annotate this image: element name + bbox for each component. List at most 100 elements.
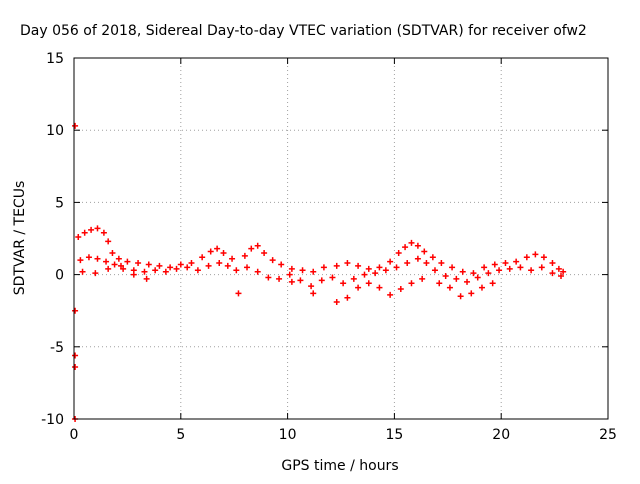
data-point [75, 234, 82, 241]
x-axis-label: GPS time / hours [281, 458, 398, 474]
data-point [382, 267, 389, 274]
data-point [105, 265, 112, 272]
data-point [152, 267, 159, 274]
data-point [244, 264, 251, 271]
y-tick-label-1: -5 [50, 340, 64, 356]
x-tick-label-5: 25 [599, 427, 617, 443]
series-middle-track [77, 254, 565, 290]
data-point [540, 254, 547, 261]
data-point [124, 258, 131, 265]
data-point [376, 264, 383, 271]
data-point [414, 255, 421, 262]
y-tick-label-0: -10 [41, 412, 64, 428]
data-point [297, 277, 304, 284]
data-point [117, 262, 124, 269]
y-axis-label: SDTVAR / TECUs [12, 181, 28, 296]
data-point [423, 260, 430, 267]
data-point [442, 273, 449, 280]
data-point [470, 270, 477, 277]
data-point [555, 265, 562, 272]
data-point [224, 262, 231, 269]
y-tick-label-4: 10 [46, 123, 64, 139]
data-point [233, 267, 240, 274]
data-point [468, 290, 475, 297]
data-point [395, 249, 402, 256]
data-point [449, 264, 456, 271]
data-point [387, 291, 394, 298]
data-point [184, 264, 191, 271]
data-point [393, 264, 400, 271]
data-point [474, 274, 481, 281]
data-point [72, 122, 79, 129]
data-point [344, 294, 351, 301]
data-point [414, 242, 421, 249]
data-point [320, 264, 327, 271]
data-point [145, 261, 152, 268]
data-point [162, 268, 169, 275]
data-point [538, 264, 545, 271]
data-point [489, 280, 496, 287]
data-layer [72, 122, 567, 422]
data-point [156, 262, 163, 269]
data-point [130, 271, 137, 278]
data-point [528, 267, 535, 274]
x-tick-label-1: 5 [176, 427, 185, 443]
data-point [481, 264, 488, 271]
data-point [365, 265, 372, 272]
data-point [457, 293, 464, 300]
data-point [100, 229, 107, 236]
data-point [308, 283, 315, 290]
data-point [269, 257, 276, 264]
data-point [105, 238, 112, 245]
data-point [94, 225, 101, 232]
data-point [241, 252, 248, 259]
data-point [276, 275, 283, 282]
data-point [194, 267, 201, 274]
y-tick-label-2: 0 [55, 268, 64, 284]
series-upper-track [75, 225, 567, 277]
data-point [502, 260, 509, 267]
x-tick-label-0: 0 [70, 427, 79, 443]
data-point [376, 284, 383, 291]
data-point [216, 260, 223, 267]
x-tick-label-2: 10 [279, 427, 297, 443]
data-point [188, 260, 195, 267]
series-edge-points [72, 122, 79, 422]
data-point [286, 271, 293, 278]
data-point [446, 284, 453, 291]
data-point [220, 249, 227, 256]
data-point [229, 255, 236, 262]
plot-frame [73, 57, 609, 420]
data-point [506, 265, 513, 272]
data-point [135, 260, 142, 267]
data-point [485, 270, 492, 277]
data-point [81, 229, 88, 236]
data-point [478, 284, 485, 291]
data-point [254, 268, 261, 275]
data-point [72, 352, 79, 359]
data-point [372, 270, 379, 277]
data-point [549, 270, 556, 277]
data-point [299, 267, 306, 274]
data-point [333, 262, 340, 269]
data-point [496, 267, 503, 274]
data-point [288, 278, 295, 285]
data-point [558, 273, 565, 280]
data-point [310, 290, 317, 297]
data-point [94, 255, 101, 262]
data-point [404, 260, 411, 267]
data-point [491, 261, 498, 268]
data-point [408, 280, 415, 287]
data-point [397, 286, 404, 293]
data-point [77, 257, 84, 264]
data-point [92, 270, 99, 277]
data-point [88, 226, 95, 233]
data-point [141, 268, 148, 275]
data-point [350, 275, 357, 282]
grid-layer [74, 58, 608, 419]
data-point [355, 262, 362, 269]
data-point [459, 268, 466, 275]
data-point [419, 275, 426, 282]
data-point [111, 261, 118, 268]
